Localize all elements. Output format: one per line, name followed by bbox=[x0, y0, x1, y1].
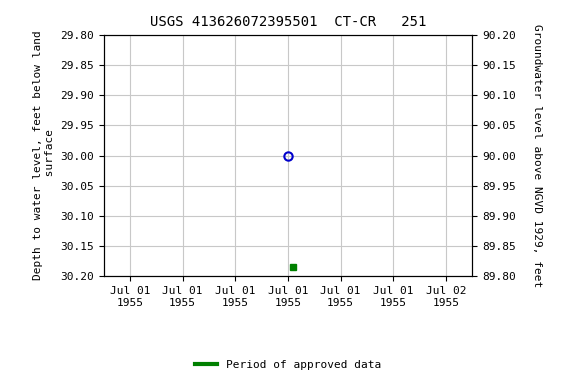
Y-axis label: Groundwater level above NGVD 1929, feet: Groundwater level above NGVD 1929, feet bbox=[532, 24, 543, 287]
Legend: Period of approved data: Period of approved data bbox=[191, 356, 385, 375]
Y-axis label: Depth to water level, feet below land
 surface: Depth to water level, feet below land su… bbox=[33, 31, 55, 280]
Title: USGS 413626072395501  CT-CR   251: USGS 413626072395501 CT-CR 251 bbox=[150, 15, 426, 29]
